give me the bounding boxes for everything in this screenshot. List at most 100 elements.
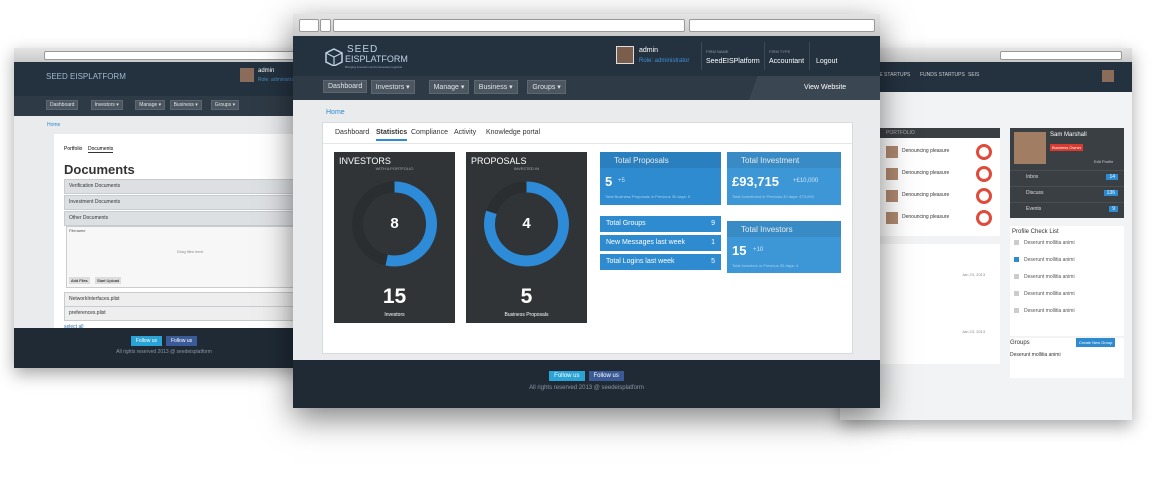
tab[interactable]: Knowledge portal [486, 129, 541, 136]
add-files[interactable]: Add Files [69, 277, 90, 284]
item-photo [886, 212, 898, 224]
profile-role: Business Owner [1050, 144, 1084, 151]
checkbox[interactable] [1014, 257, 1019, 262]
avatar[interactable] [616, 46, 634, 64]
nav-item[interactable]: FUNDS STARTUPS [920, 72, 965, 78]
tab[interactable]: Dashboard [335, 129, 370, 136]
summary-row[interactable]: 1 New Messages last week [600, 235, 721, 251]
progress-ring [976, 166, 992, 182]
main-window: SEED EISPLATFORM Bringing investors and … [293, 14, 880, 408]
url-bar[interactable] [333, 19, 685, 32]
tab[interactable]: Activity [454, 129, 477, 136]
twitter[interactable]: Follow us [549, 371, 585, 381]
start-upload[interactable]: Start Upload [95, 277, 122, 284]
box-value: 5 [605, 174, 613, 189]
nav-button[interactable]: Business [169, 100, 202, 110]
nav-item[interactable]: SE STARTUPS [876, 72, 911, 78]
portfolio-item[interactable]: Denouncing pleasure [902, 148, 950, 154]
investors-box: Total Investors 15 +10 Total Investors in P… [727, 221, 841, 273]
nav-item[interactable]: SEIS [968, 72, 980, 78]
portfolio-item[interactable]: Denouncing pleasure [902, 192, 950, 198]
tab[interactable]: Documents [88, 146, 114, 153]
nav-button[interactable]: Groups [527, 80, 566, 94]
investment-box: Total Investment £93,715 +£10,000 Total Inv… [727, 152, 841, 205]
profile-link[interactable]: Events 9 [1010, 202, 1124, 216]
firm-name: SeedEISPlatform [706, 58, 760, 65]
summary-row[interactable]: 5 Total Logins last week [600, 254, 721, 270]
checklist-item: Deserunt mollitia animi [1024, 240, 1075, 246]
create-group[interactable]: Create New Group [1076, 338, 1116, 347]
heading: Documents [64, 162, 135, 177]
logout[interactable]: Logout [816, 58, 838, 65]
nav-button[interactable]: Dashboard [323, 80, 368, 93]
profile-link[interactable]: Inbox 14 [1010, 170, 1124, 184]
document-list: Verification Documents Investment Docume… [64, 179, 314, 339]
profile-name: Sam Marshall [1050, 132, 1087, 138]
nav-button[interactable]: Dashboard [46, 100, 79, 110]
donut-value: 8 [390, 215, 399, 232]
checkbox[interactable] [1014, 240, 1019, 245]
portfolio-item[interactable]: Denouncing pleasure [902, 214, 950, 220]
summary-row[interactable]: 9 Total Groups [600, 216, 721, 232]
group-item[interactable]: Deserunt mollitia animi [1010, 352, 1061, 358]
groups: Groups Create New Group Deserunt molliti… [1010, 338, 1124, 378]
section[interactable]: Other Documents [64, 211, 314, 226]
file[interactable]: NetworkInterfaces.plist [64, 292, 314, 307]
nav-button[interactable]: Manage [428, 80, 470, 94]
tab[interactable]: Statistics [376, 129, 408, 141]
progress-ring [976, 188, 992, 204]
row-value: 1 [711, 239, 715, 246]
select-all[interactable]: select all [64, 324, 84, 330]
user: admin [639, 47, 659, 54]
facebook[interactable]: Follow us [166, 336, 198, 346]
checkbox[interactable] [1014, 308, 1019, 313]
breadcrumb[interactable]: Home [326, 109, 345, 116]
twitter[interactable]: Follow us [130, 336, 162, 346]
tab[interactable]: Portfolio [64, 146, 83, 152]
logo-icon [325, 48, 343, 66]
portfolio-item[interactable]: Denouncing pleasure [902, 170, 950, 176]
breadcrumb[interactable]: Home [47, 122, 61, 128]
role: Role: administrator [639, 58, 690, 64]
activity: Jan 23, 2013 Jan 23, 2013 [880, 244, 1000, 364]
section[interactable]: Verification Documents [64, 179, 314, 194]
nav-button[interactable]: Groups [210, 100, 240, 110]
card-subtitle: WITH A PORTFOLIO [375, 166, 414, 171]
stat-card: INVESTORS WITH A PORTFOLIO 8 15 Investors [334, 152, 455, 323]
tab[interactable]: Compliance [411, 129, 448, 136]
url-bar [44, 51, 306, 60]
nav-button[interactable]: Investors [90, 100, 123, 110]
box-value: £93,715 [732, 174, 779, 189]
add-tab[interactable] [320, 19, 331, 32]
facebook[interactable]: Follow us [588, 371, 624, 381]
header: SE STARTUPS FUNDS STARTUPS SEIS [840, 62, 1132, 92]
logo-bottom: EISPLATFORM [345, 54, 408, 64]
donut [484, 181, 569, 267]
view-website[interactable]: View Website [804, 84, 847, 91]
nav-button[interactable]: Business [473, 80, 518, 94]
total-value: 5 [520, 285, 533, 308]
donut-arc [352, 181, 437, 267]
checkbox[interactable] [1014, 291, 1019, 296]
edit-profile[interactable]: Edit Profile [1094, 159, 1114, 164]
nav-button[interactable]: Manage [135, 100, 166, 110]
item-photo [886, 190, 898, 202]
file[interactable]: preferences.plist [64, 306, 314, 321]
nav-button[interactable]: Investors [370, 80, 415, 94]
left-window: SEED EISPLATFORM admin Role: administrat… [14, 48, 314, 368]
search-bar[interactable] [689, 19, 875, 32]
checkbox[interactable] [1014, 274, 1019, 279]
box-note: Total Investors in Previous 30 days: 4 [732, 263, 799, 268]
link-label: Events [1026, 206, 1042, 212]
checklist: Profile Check List Deserunt mollitia ani… [1010, 226, 1124, 336]
date: Jan 23, 2013 [962, 329, 986, 334]
url-bar [1000, 51, 1122, 60]
avatar[interactable] [1102, 70, 1114, 82]
groups-title: Groups [1010, 340, 1030, 346]
section[interactable]: Investment Documents [64, 195, 314, 210]
box-title: Total Proposals [614, 156, 669, 165]
copyright: All rights reserved 2013 @ seedeisplatfo… [116, 349, 212, 355]
nav-buttons[interactable] [299, 19, 319, 32]
profile-link[interactable]: Discuss 136 [1010, 186, 1124, 200]
checklist-title: Profile Check List [1012, 229, 1059, 235]
